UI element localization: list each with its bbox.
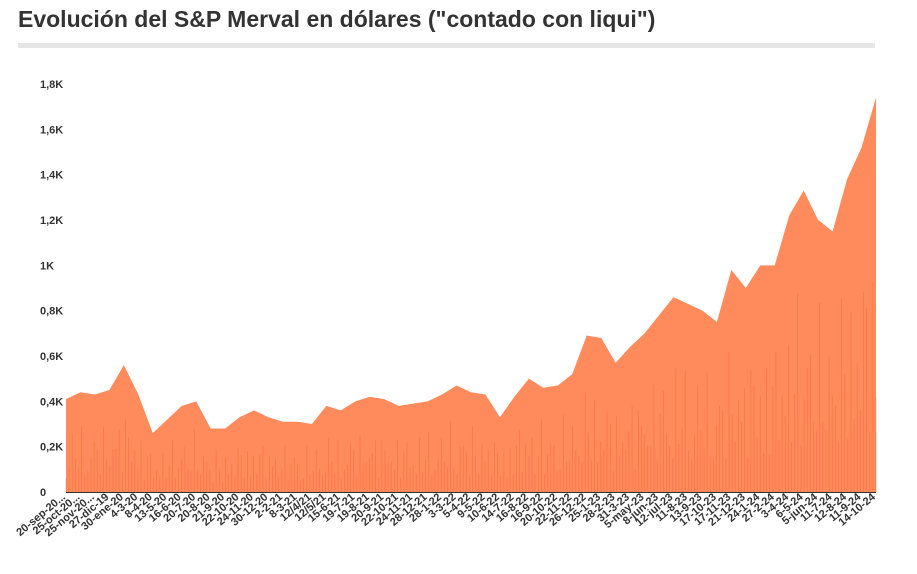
y-tick-label: 1,8K: [40, 79, 63, 91]
spike-overlay-layer: [65, 281, 877, 492]
x-axis-ticks: 20-sep-20...25-oct-20...25-nov-20...27-d…: [14, 491, 878, 540]
y-tick-label: 0: [40, 487, 46, 499]
series-area: [66, 97, 876, 492]
y-tick-label: 0,2K: [40, 442, 63, 454]
y-tick-label: 1K: [40, 260, 54, 272]
y-tick-label: 1,4K: [40, 170, 63, 182]
chart-title: Evolución del S&P Merval en dólares ("co…: [18, 6, 656, 32]
y-tick-label: 0,4K: [40, 396, 63, 408]
y-tick-label: 0,6K: [40, 351, 63, 363]
y-tick-label: 0,8K: [40, 306, 63, 318]
title-divider: [18, 43, 875, 48]
y-tick-label: 1,6K: [40, 124, 63, 136]
y-tick-label: 1,2K: [40, 215, 63, 227]
y-axis-ticks: 0 0,2K 0,4K 0,6K 0,8K 1K 1,2K 1,4K 1,6K 1,8K: [40, 79, 63, 499]
